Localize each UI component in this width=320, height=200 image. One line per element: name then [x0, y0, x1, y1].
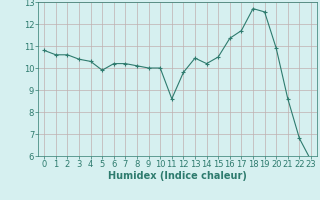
- X-axis label: Humidex (Indice chaleur): Humidex (Indice chaleur): [108, 171, 247, 181]
